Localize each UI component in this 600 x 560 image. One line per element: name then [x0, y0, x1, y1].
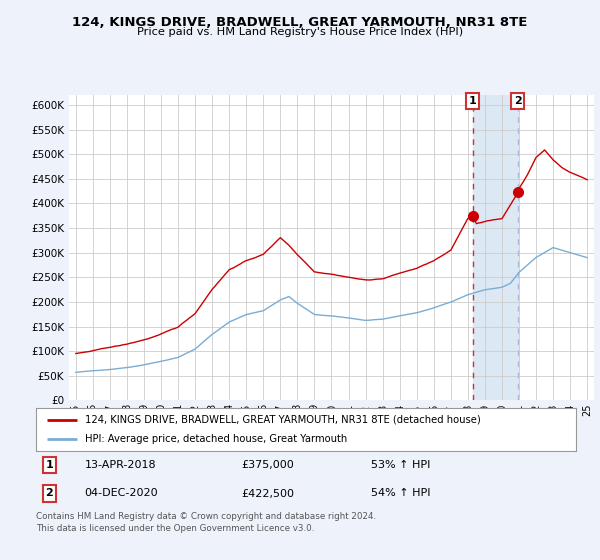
- Text: 124, KINGS DRIVE, BRADWELL, GREAT YARMOUTH, NR31 8TE (detached house): 124, KINGS DRIVE, BRADWELL, GREAT YARMOU…: [85, 415, 481, 424]
- Text: 2: 2: [46, 488, 53, 498]
- Text: Contains HM Land Registry data © Crown copyright and database right 2024.
This d: Contains HM Land Registry data © Crown c…: [36, 512, 376, 533]
- Text: 04-DEC-2020: 04-DEC-2020: [85, 488, 158, 498]
- Text: Price paid vs. HM Land Registry's House Price Index (HPI): Price paid vs. HM Land Registry's House …: [137, 27, 463, 37]
- Text: 124, KINGS DRIVE, BRADWELL, GREAT YARMOUTH, NR31 8TE: 124, KINGS DRIVE, BRADWELL, GREAT YARMOU…: [73, 16, 527, 29]
- Text: HPI: Average price, detached house, Great Yarmouth: HPI: Average price, detached house, Grea…: [85, 435, 347, 444]
- Text: 13-APR-2018: 13-APR-2018: [85, 460, 156, 470]
- Text: 1: 1: [469, 96, 476, 106]
- Text: 54% ↑ HPI: 54% ↑ HPI: [371, 488, 430, 498]
- Text: £375,000: £375,000: [241, 460, 294, 470]
- Text: 53% ↑ HPI: 53% ↑ HPI: [371, 460, 430, 470]
- Bar: [473, 95, 518, 400]
- Text: £422,500: £422,500: [241, 488, 294, 498]
- Text: 1: 1: [46, 460, 53, 470]
- Text: 2: 2: [514, 96, 521, 106]
